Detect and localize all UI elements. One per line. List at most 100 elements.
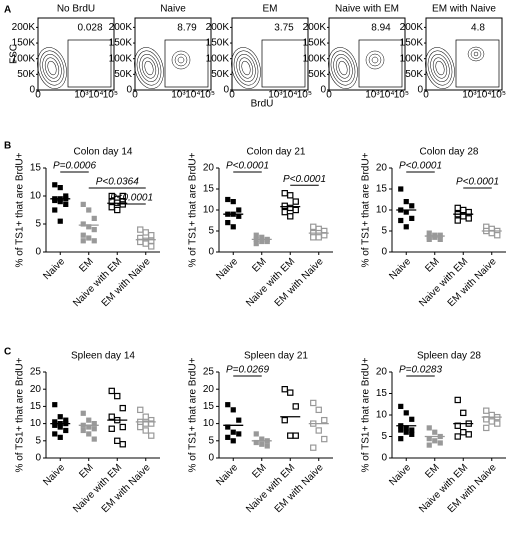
data-point	[119, 404, 126, 412]
data-point	[86, 224, 92, 230]
data-point	[108, 425, 115, 432]
y-axis-label: % of TS1+ that are BrdU+	[361, 357, 372, 472]
contour	[47, 60, 57, 76]
data-point	[454, 204, 461, 212]
data-point	[225, 402, 231, 408]
data-point	[119, 192, 126, 200]
data-point	[310, 223, 317, 230]
y-tick-label: 25	[203, 367, 215, 378]
data-point	[142, 229, 149, 236]
flow-y-tick-label: 0	[417, 85, 423, 96]
flow-y-label: FSC	[9, 44, 20, 64]
chart-title: Colon day 21	[247, 147, 306, 158]
data-point	[398, 436, 404, 442]
data-point	[264, 443, 270, 449]
flow-y-tick-label: 150K	[206, 38, 230, 49]
data-point	[52, 419, 58, 425]
panel-label: A	[4, 5, 11, 16]
contour	[425, 47, 455, 89]
data-point	[80, 201, 86, 207]
data-point	[253, 439, 259, 446]
flow-y-tick-label: 150K	[303, 38, 327, 49]
flow-x-label: BrdU	[251, 99, 274, 110]
chart-title: Colon day 28	[420, 147, 479, 158]
flow-y-tick-label: 0	[223, 85, 229, 96]
p-value: P<0.0001	[226, 161, 269, 172]
data-point	[225, 196, 231, 203]
data-point	[148, 420, 155, 427]
x-tick-label: Naive	[41, 256, 67, 282]
flow-title: EM	[263, 4, 278, 15]
x-tick-label: EM	[77, 462, 95, 480]
panel-label: B	[4, 141, 11, 152]
data-point	[398, 403, 404, 409]
data-point	[398, 427, 404, 433]
flow-y-tick-label: 100K	[400, 53, 424, 64]
data-point	[287, 389, 294, 396]
data-point	[409, 215, 415, 221]
y-tick-label: 10	[376, 410, 388, 421]
data-point	[142, 427, 149, 434]
gate	[261, 39, 306, 88]
data-point	[148, 243, 155, 250]
flow-frame	[231, 17, 309, 91]
flow-y-tick-label: 50K	[211, 69, 229, 80]
data-point	[403, 410, 409, 416]
y-tick-label: 20	[376, 163, 388, 174]
y-tick-label: 15	[203, 184, 215, 195]
data-point	[483, 407, 490, 414]
p-value: P=0.0006	[53, 161, 97, 172]
flow-frame	[328, 17, 406, 91]
contour	[141, 57, 157, 79]
y-tick-label: 20	[203, 163, 215, 174]
flow-title: No BrdU	[57, 4, 95, 15]
flow-y-tick-label: 100K	[12, 53, 36, 64]
data-point	[310, 399, 317, 407]
data-point	[91, 421, 97, 427]
y-tick-label: 0	[381, 453, 387, 464]
data-point	[460, 409, 467, 417]
y-axis-label: % of TS1+ that are BrdU+	[15, 357, 26, 472]
p-value: P=0.0283	[399, 365, 443, 376]
data-point	[57, 185, 63, 191]
flow-y-tick-label: 100K	[206, 53, 230, 64]
flow-y-tick-label: 50K	[308, 69, 326, 80]
flow-y-tick-label: 50K	[114, 69, 132, 80]
data-point	[426, 230, 432, 236]
data-point	[281, 208, 288, 216]
data-point	[80, 410, 86, 416]
data-point	[236, 207, 242, 213]
y-tick-label: 20	[203, 384, 215, 395]
p-value: P<0.0001	[456, 177, 499, 188]
data-point	[315, 406, 322, 414]
data-point	[148, 237, 155, 244]
data-point	[432, 234, 438, 240]
data-point	[281, 416, 288, 424]
flow-frame	[37, 17, 115, 91]
data-point	[91, 426, 97, 432]
data-point	[142, 413, 149, 420]
data-point	[398, 186, 404, 192]
flow-y-tick-label: 200K	[12, 22, 36, 33]
gate	[164, 39, 209, 88]
data-point	[86, 424, 92, 430]
flow-frame	[134, 17, 212, 91]
flow-y-tick-label: 0	[29, 85, 35, 96]
flow-y-tick-label: 100K	[109, 53, 133, 64]
flow-y-tick-label: 50K	[405, 69, 423, 80]
contour	[467, 46, 485, 62]
flow-title: EM with Naive	[432, 4, 496, 15]
y-tick-label: 10	[30, 418, 42, 429]
y-tick-label: 15	[30, 163, 42, 174]
flow-x-tick-label: 0	[423, 90, 429, 101]
contour	[470, 49, 482, 59]
x-tick-label: EM	[250, 256, 268, 274]
x-tick-label: EM	[77, 256, 95, 274]
data-point	[137, 226, 144, 233]
data-point	[137, 406, 144, 414]
data-point	[398, 217, 404, 224]
data-point	[409, 416, 415, 422]
data-point	[63, 417, 69, 423]
contour	[238, 57, 254, 79]
data-point	[437, 232, 443, 238]
